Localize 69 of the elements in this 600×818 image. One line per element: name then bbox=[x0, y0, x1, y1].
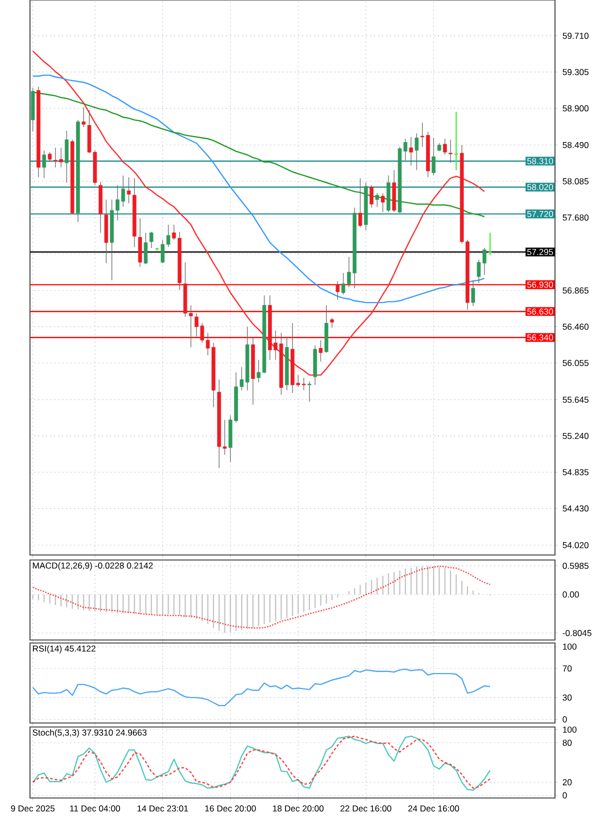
x-tick-label: 11 Dec 04:00 bbox=[70, 805, 120, 812]
y-tick-label: 58.900 bbox=[562, 105, 589, 112]
ref-line-label: 56.340 bbox=[527, 334, 554, 341]
candlestick bbox=[414, 133, 419, 170]
candlestick bbox=[448, 139, 452, 164]
x-tick-label: 14 Dec 23:01 bbox=[138, 805, 188, 812]
x-tick-label: 9 Dec 2025 bbox=[11, 805, 55, 812]
candlestick bbox=[370, 184, 374, 208]
ref-line-label: 58.020 bbox=[527, 184, 554, 190]
ref-line-label: 57.295 bbox=[527, 248, 554, 256]
candlestick bbox=[471, 280, 476, 306]
candlestick bbox=[42, 150, 46, 178]
candlestick bbox=[375, 193, 380, 208]
candlestick bbox=[409, 136, 413, 166]
y-tick-label: -0.8045 bbox=[562, 630, 592, 636]
y-tick-label: 100 bbox=[563, 644, 576, 650]
x-tick-label: 22 Dec 16:00 bbox=[340, 805, 392, 812]
candlestick bbox=[82, 107, 86, 128]
y-tick-label: 54.020 bbox=[562, 542, 589, 548]
y-tick-label: 0 bbox=[562, 792, 567, 798]
y-tick-label: 20 bbox=[562, 779, 572, 786]
candlestick bbox=[149, 232, 154, 248]
y-tick-label: 80 bbox=[562, 740, 572, 746]
x-tick-label: 18 Dec 20:00 bbox=[273, 805, 324, 812]
candlestick bbox=[336, 280, 340, 300]
y-tick-label: 58.490 bbox=[562, 142, 589, 148]
y-tick-label: 30 bbox=[562, 694, 572, 701]
y-tick-label: 55.645 bbox=[562, 396, 589, 403]
y-tick-label: 100 bbox=[563, 726, 576, 733]
ref-line-label: 57.720 bbox=[527, 210, 554, 218]
candlestick bbox=[380, 193, 385, 212]
candlestick bbox=[144, 232, 148, 264]
y-tick-label: 59.305 bbox=[562, 69, 589, 76]
candlestick bbox=[48, 152, 52, 162]
y-tick-label: 0 bbox=[562, 716, 567, 722]
y-tick-label: 58.085 bbox=[562, 178, 589, 184]
x-tick-label: 24 Dec 16:00 bbox=[408, 805, 460, 812]
candlestick bbox=[308, 381, 312, 402]
y-tick-label: 56.865 bbox=[562, 287, 589, 294]
y-tick-label: 54.835 bbox=[562, 469, 589, 476]
ref-line-label: 58.310 bbox=[527, 158, 554, 164]
y-tick-label: 56.055 bbox=[562, 360, 589, 366]
y-tick-label: 0.00 bbox=[562, 591, 579, 598]
chart-title: RSI(14) 45.4122 bbox=[32, 645, 96, 654]
candlestick bbox=[488, 232, 492, 256]
y-tick-label: 54.430 bbox=[562, 505, 589, 512]
candlestick bbox=[318, 340, 323, 362]
y-tick-label: 55.240 bbox=[562, 432, 589, 440]
candlestick bbox=[256, 360, 261, 383]
chart-title: MACD(12,26,9) -0.0228 0.2142 bbox=[32, 562, 153, 570]
candlestick bbox=[358, 178, 362, 228]
candlestick bbox=[432, 138, 436, 176]
candlestick bbox=[443, 138, 447, 156]
y-tick-label: 70 bbox=[562, 665, 572, 672]
candlestick bbox=[330, 317, 334, 328]
y-tick-label: 59.710 bbox=[562, 32, 589, 39]
candlestick bbox=[64, 130, 69, 183]
candlestick bbox=[454, 111, 458, 171]
y-tick-label: 57.680 bbox=[562, 214, 589, 221]
candlestick bbox=[302, 377, 306, 391]
y-tick-label: 56.460 bbox=[562, 324, 589, 330]
candlestick bbox=[166, 224, 170, 248]
chart-title: Stoch(5,3,3) 37.9310 24.9663 bbox=[32, 729, 147, 738]
y-tick-label: 0.5985 bbox=[562, 562, 589, 569]
x-tick-label: 16 Dec 20:00 bbox=[205, 805, 256, 812]
ref-line-label: 56.630 bbox=[527, 308, 554, 315]
ref-line-label: 56.930 bbox=[527, 282, 554, 288]
candlestick bbox=[126, 176, 131, 204]
candlestick bbox=[160, 240, 165, 264]
